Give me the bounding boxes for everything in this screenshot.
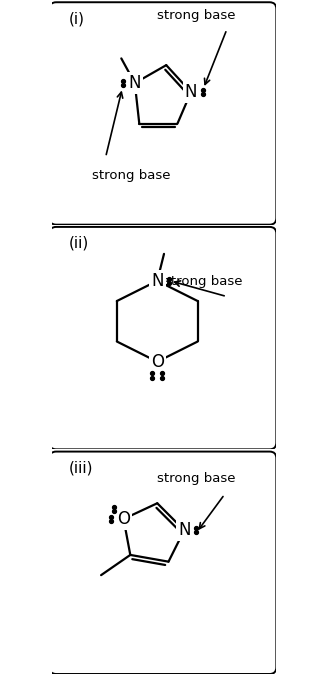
Text: N: N [178, 521, 191, 539]
Text: (ii): (ii) [69, 236, 89, 251]
FancyBboxPatch shape [50, 452, 276, 674]
Text: strong base: strong base [157, 9, 236, 22]
Text: (i): (i) [69, 11, 85, 26]
Text: strong base: strong base [157, 472, 236, 485]
Text: strong base: strong base [164, 274, 243, 288]
Text: N: N [151, 272, 164, 290]
Text: N: N [129, 74, 141, 92]
Text: strong base: strong base [92, 168, 171, 181]
Text: O: O [151, 353, 164, 371]
FancyBboxPatch shape [50, 2, 276, 224]
Text: (iii): (iii) [69, 460, 93, 476]
Text: O: O [117, 510, 130, 528]
Text: N: N [185, 83, 197, 101]
FancyBboxPatch shape [50, 227, 276, 450]
